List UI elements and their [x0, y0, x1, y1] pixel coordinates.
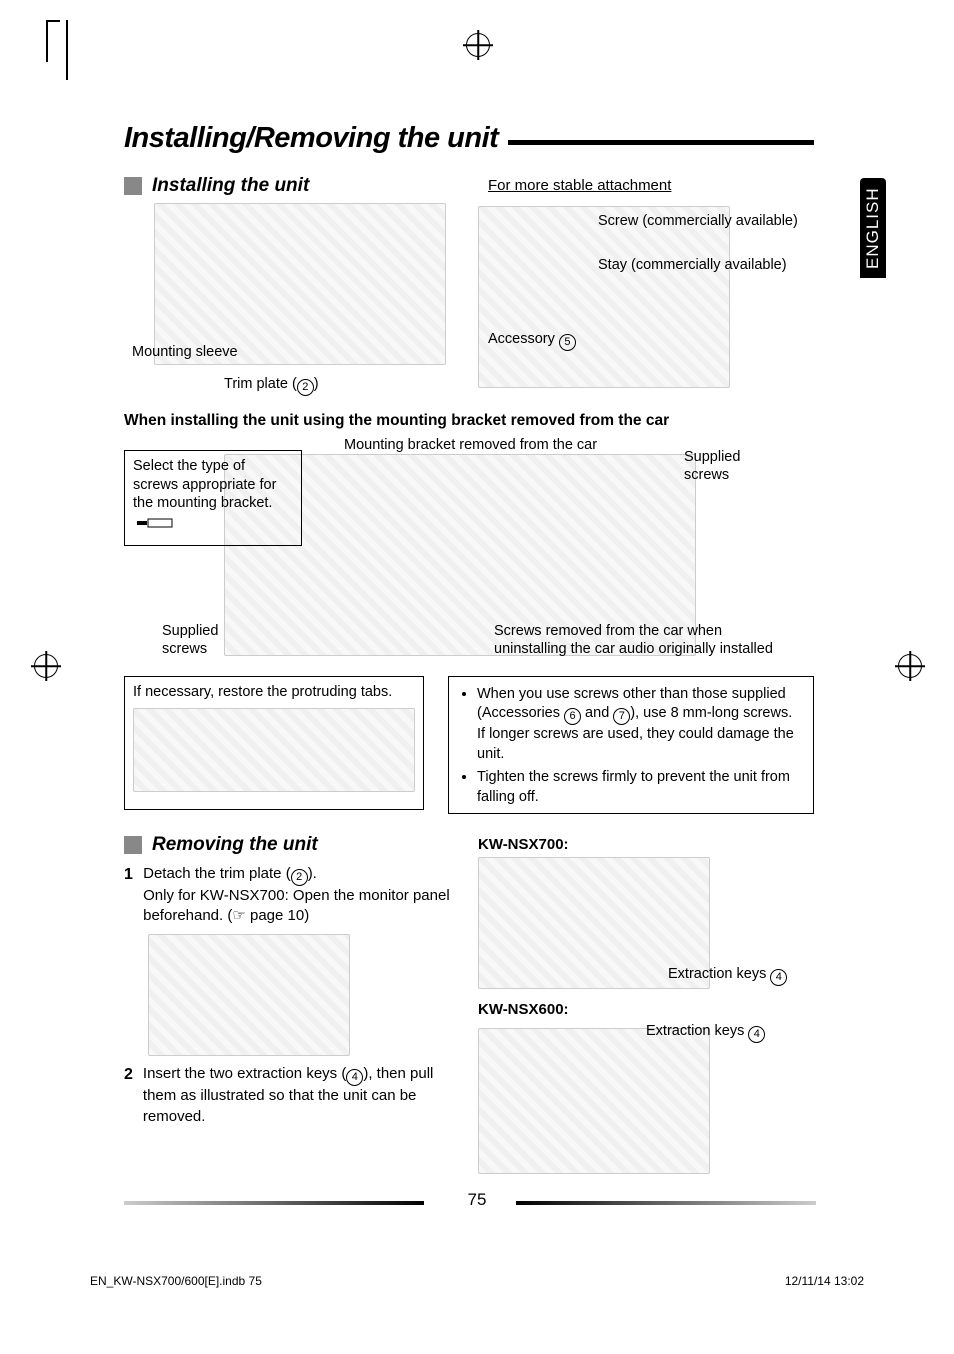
- registration-mark-icon: [466, 33, 490, 57]
- remove-heading-row: Removing the unit: [124, 834, 454, 856]
- protruding-col: If necessary, restore the protruding tab…: [124, 676, 424, 814]
- screw-icon: [137, 513, 173, 533]
- install-right-col: For more stable attachment Screw (commer…: [478, 169, 814, 386]
- registration-mark-icon: [898, 654, 922, 678]
- kw-nsx700-label: KW-NSX700:: [478, 836, 814, 853]
- detach-trim-illustration: [148, 934, 350, 1056]
- install-row: Installing the unit Mounting sleeve Trim…: [124, 169, 814, 386]
- label-mounting-sleeve: Mounting sleeve: [132, 343, 238, 361]
- label-trim-plate-prefix: Trim plate (: [224, 376, 297, 392]
- label-bracket-top: Mounting bracket removed from the car: [344, 436, 597, 454]
- label-supplied-right: Supplied screws: [684, 448, 774, 484]
- circled-number-icon: 2: [297, 379, 314, 396]
- label-extraction-600: Extraction keys 4: [646, 1022, 765, 1043]
- label-screw: Screw (commercially available): [598, 212, 808, 230]
- label-trim-plate: Trim plate (2): [224, 375, 319, 396]
- footer-meta: EN_KW-NSX700/600[E].indb 75 12/11/14 13:…: [90, 1274, 864, 1288]
- step-2a: Insert the two extraction keys (: [143, 1065, 346, 1082]
- label-trim-plate-suffix: ): [314, 376, 319, 392]
- stable-attachment-heading: For more stable attachment: [488, 177, 814, 196]
- bracket-figure: Mounting bracket removed from the car Su…: [124, 436, 814, 666]
- remove-heading: Removing the unit: [152, 834, 318, 856]
- registration-mark-icon: [34, 654, 58, 678]
- kw600-illustration: [478, 1028, 710, 1174]
- title-rule: [508, 140, 814, 145]
- install-figure-2: Screw (commercially available) Stay (com…: [478, 196, 814, 386]
- circled-number-icon: 2: [291, 869, 308, 886]
- step-1-note: Only for KW-NSX700: Open the monitor pan…: [143, 886, 454, 927]
- circled-number-icon: 7: [613, 708, 630, 725]
- protruding-illustration: [133, 708, 415, 792]
- footer-datetime: 12/11/14 13:02: [785, 1274, 864, 1288]
- unit-illustration: [154, 203, 446, 365]
- screw-notes-box: When you use screws other than those sup…: [448, 676, 814, 814]
- label-stay: Stay (commercially available): [598, 256, 808, 274]
- step-1-num: 1: [124, 864, 133, 927]
- install-figure-1: Mounting sleeve Trim plate (2): [124, 203, 460, 383]
- step-2: 2 Insert the two extraction keys (4), th…: [124, 1064, 454, 1127]
- circled-number-icon: 4: [748, 1026, 765, 1043]
- step-2-body: Insert the two extraction keys (4), then…: [143, 1064, 454, 1127]
- circled-number-icon: 4: [770, 969, 787, 986]
- page: ENGLISH Installing/Removing the unit Ins…: [0, 0, 954, 1354]
- page-title-row: Installing/Removing the unit: [124, 122, 814, 155]
- note-1mid: and: [581, 705, 613, 721]
- label-screws-removed: Screws removed from the car when uninsta…: [494, 622, 794, 658]
- install-heading-row: Installing the unit: [124, 175, 460, 197]
- label-supplied-left: Supplied screws: [162, 622, 242, 658]
- step-1-body: Detach the trim plate (2). Only for KW-N…: [143, 864, 454, 927]
- footer-file: EN_KW-NSX700/600[E].indb 75: [90, 1274, 262, 1288]
- step-1: 1 Detach the trim plate (2). Only for KW…: [124, 864, 454, 927]
- crop-bracket-icon: [66, 20, 70, 80]
- note-2: Tighten the screws firmly to prevent the…: [477, 768, 801, 807]
- step-2-num: 2: [124, 1064, 133, 1127]
- bracket-install-heading: When installing the unit using the mount…: [124, 412, 814, 430]
- notes-col: When you use screws other than those sup…: [448, 676, 814, 814]
- notes-row: If necessary, restore the protruding tab…: [124, 676, 814, 814]
- remove-left-col: Removing the unit 1 Detach the trim plat…: [124, 828, 454, 1172]
- remove-right-col: KW-NSX700: Extraction keys 4 KW-NSX600: …: [478, 828, 814, 1172]
- circled-number-icon: 5: [559, 334, 576, 351]
- heading-box-icon: [124, 177, 142, 195]
- crop-bracket-icon: [46, 20, 60, 62]
- kw600-figure: Extraction keys 4: [478, 1022, 814, 1172]
- label-accessory: Accessory 5: [488, 330, 576, 351]
- stable-attachment-illustration: [478, 206, 730, 388]
- step-1a: Detach the trim plate (: [143, 865, 291, 882]
- kw-nsx600-label: KW-NSX600:: [478, 1001, 814, 1018]
- heading-box-icon: [124, 836, 142, 854]
- content-area: Installing/Removing the unit Installing …: [124, 122, 814, 1172]
- page-title: Installing/Removing the unit: [124, 122, 498, 155]
- kw700-figure: Extraction keys 4: [478, 857, 814, 987]
- note-1: When you use screws other than those sup…: [477, 685, 801, 765]
- step-1b: ).: [308, 865, 317, 882]
- label-extraction-700: Extraction keys 4: [668, 965, 787, 986]
- page-number: 75: [0, 1190, 954, 1210]
- select-screws-text: Select the type of screws appropriate fo…: [133, 458, 276, 512]
- circled-number-icon: 4: [346, 1069, 363, 1086]
- install-left-col: Installing the unit Mounting sleeve Trim…: [124, 169, 460, 386]
- label-extraction-700-prefix: Extraction keys: [668, 966, 770, 982]
- circled-number-icon: 6: [564, 708, 581, 725]
- label-extraction-600-prefix: Extraction keys: [646, 1023, 748, 1039]
- protruding-tabs-text: If necessary, restore the protruding tab…: [133, 683, 415, 702]
- language-tab: ENGLISH: [860, 178, 886, 278]
- install-heading: Installing the unit: [152, 175, 309, 197]
- protruding-tabs-box: If necessary, restore the protruding tab…: [124, 676, 424, 810]
- select-screws-box: Select the type of screws appropriate fo…: [124, 450, 302, 546]
- label-accessory-prefix: Accessory: [488, 331, 559, 347]
- remove-row: Removing the unit 1 Detach the trim plat…: [124, 828, 814, 1172]
